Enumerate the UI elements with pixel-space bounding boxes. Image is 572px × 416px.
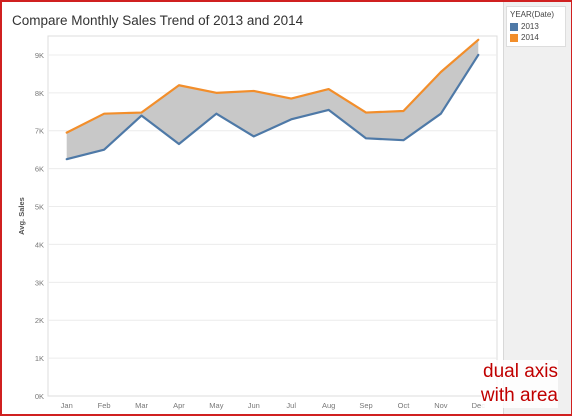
legend-title: YEAR(Date) (510, 10, 555, 19)
plot-border (47, 35, 498, 397)
legend-label-2013: 2013 (521, 22, 539, 31)
annotation-line-1: dual axis (483, 361, 558, 382)
legend-item-2013[interactable]: 2013 (510, 22, 562, 31)
legend-swatch-2014 (510, 33, 518, 42)
grid-layer (47, 35, 498, 397)
y-tick-label: 9K (35, 51, 44, 60)
y-tick-label: 6K (35, 165, 44, 174)
y-tick-label: 2K (35, 316, 44, 325)
area-layer (66, 39, 479, 160)
x-tick-label: Mar (135, 401, 148, 410)
legend-swatch-2013 (510, 22, 518, 31)
x-tick-label: Jul (286, 401, 296, 410)
y-axis-label: Avg. Sales (17, 197, 26, 235)
series-line-2014 (65, 38, 480, 134)
y-tick-label: 0K (35, 392, 44, 401)
x-tick-label: Oct (398, 401, 411, 410)
legend: YEAR(Date) 2013 2014 (506, 6, 566, 47)
x-tick-label: Jan (61, 401, 73, 410)
chart-title: Compare Monthly Sales Trend of 2013 and … (12, 13, 304, 28)
series-line-2013 (65, 53, 480, 161)
x-tick-label: Aug (322, 401, 335, 410)
axis-layer: 0K 1K 2K 3K 4K 5K 6K 7K 8K 9K Jan Feb Mar Apr May Jun Ju… (17, 51, 485, 410)
y-tick-label: 3K (35, 278, 44, 287)
y-tick-label: 7K (35, 127, 44, 136)
legend-label-2014: 2014 (521, 33, 539, 42)
x-tick-label: Sep (359, 401, 372, 410)
right-panel (503, 2, 571, 414)
legend-item-2014[interactable]: 2014 (510, 33, 562, 42)
y-tick-label: 4K (35, 240, 44, 249)
annotation: dual axis with area (480, 360, 558, 408)
line-chart: 0K 1K 2K 3K 4K 5K 6K 7K 8K 9K Jan Feb Mar Apr May Jun Ju… (17, 35, 498, 410)
y-tick-label: 8K (35, 89, 44, 98)
x-tick-label: Apr (173, 401, 185, 410)
x-tick-label: Feb (98, 401, 111, 410)
x-tick-label: May (209, 401, 223, 410)
area-between-series (66, 39, 479, 160)
annotation-line-2: with area (480, 385, 558, 406)
line-layer (65, 38, 480, 161)
x-tick-label: Jun (248, 401, 260, 410)
x-tick-label: Nov (434, 401, 448, 410)
x-tick-label: Dec (472, 401, 486, 410)
y-tick-label: 5K (35, 203, 44, 212)
y-tick-label: 1K (35, 354, 44, 363)
